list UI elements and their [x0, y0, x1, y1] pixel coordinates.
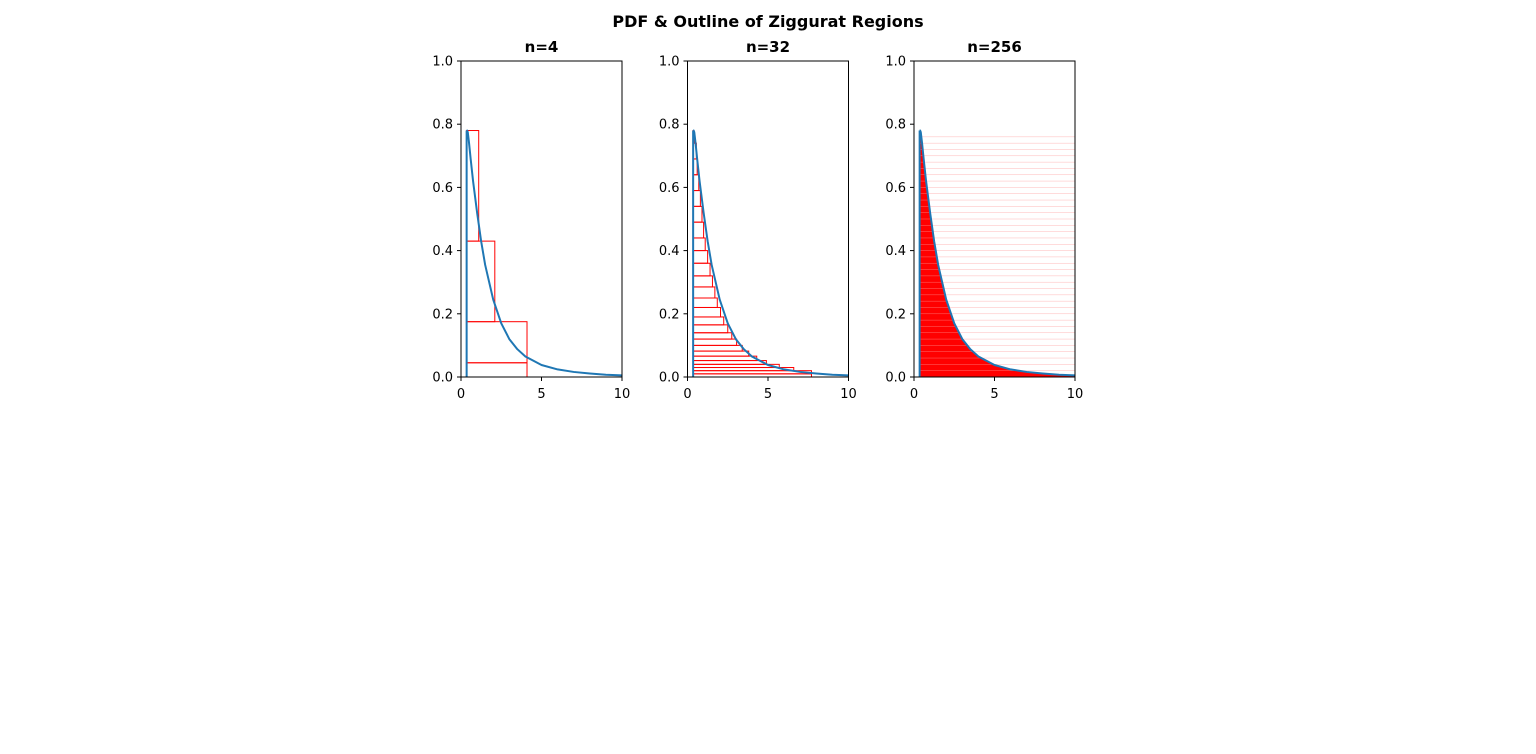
x-tick-label: 0 [457, 387, 465, 402]
region-rect [692, 350, 750, 357]
pdf-line [692, 129, 849, 377]
y-tick-label: 0.8 [885, 118, 906, 133]
x-tick-label: 10 [1067, 387, 1084, 402]
region-rect [692, 275, 713, 288]
y-tick-label: 0.0 [885, 371, 906, 386]
x-tick-label: 10 [614, 387, 631, 402]
region-rect [692, 355, 758, 362]
plot-area [465, 129, 622, 377]
panel-title: n=32 [746, 38, 790, 56]
panel-title: n=256 [967, 38, 1022, 56]
y-tick-label: 0.4 [659, 244, 680, 259]
plot-area [692, 129, 849, 377]
panel-title: n=4 [525, 38, 559, 56]
pdf-line [919, 129, 1075, 377]
y-tick-label: 0.0 [659, 371, 680, 386]
y-tick-label: 0.6 [659, 181, 680, 196]
y-tick-label: 0.0 [432, 371, 453, 386]
region-rect [692, 324, 729, 334]
y-tick-label: 0.2 [659, 307, 680, 322]
region-rect [692, 332, 733, 340]
region-rect [692, 344, 743, 352]
panel-n32: n=32 0.0 0.2 0.4 0.6 0.8 1.0 0 5 10 [659, 38, 857, 402]
y-tick-label: 0.2 [432, 307, 453, 322]
y-tick-label: 1.0 [885, 55, 906, 70]
region-rect [692, 286, 716, 299]
region-rect [466, 362, 528, 377]
y-tick-label: 0.8 [659, 118, 680, 133]
y-tick-label: 1.0 [432, 55, 453, 70]
plot-area [918, 129, 1075, 377]
y-tick-label: 0.4 [885, 244, 906, 259]
figure-title: PDF & Outline of Ziggurat Regions [612, 12, 923, 31]
x-tick-label: 0 [683, 387, 691, 402]
y-tick-label: 0.8 [432, 118, 453, 133]
x-tick-label: 5 [537, 387, 545, 402]
panel-n256: n=256 0.0 0.2 0.4 0.6 0.8 1.0 0 5 10 [885, 38, 1083, 402]
region-rect [692, 250, 709, 264]
x-tick-label: 5 [764, 387, 772, 402]
region-rect [692, 306, 722, 318]
region-rect [692, 360, 767, 365]
y-tick-label: 1.0 [659, 55, 680, 70]
region-rect [692, 297, 718, 308]
region-rect [692, 316, 725, 326]
region-rect [692, 338, 738, 346]
y-tick-label: 0.6 [432, 181, 453, 196]
pdf-line [466, 129, 622, 377]
axes-frame [460, 60, 623, 378]
region-fill [919, 130, 1075, 377]
axes-frame [687, 60, 849, 378]
y-tick-label: 0.6 [885, 181, 906, 196]
x-tick-label: 0 [910, 387, 918, 402]
region-rect [466, 321, 528, 364]
x-tick-label: 10 [840, 387, 857, 402]
panel-n4: n=4 0.0 0.2 0.4 0.6 0.8 1.0 0 5 10 [432, 38, 630, 402]
region-rect [692, 237, 706, 252]
region-rect [466, 240, 496, 323]
region-rect [692, 221, 705, 239]
y-tick-label: 0.2 [885, 307, 906, 322]
region-rect [692, 262, 711, 277]
region-rect [692, 190, 701, 207]
region-rect [692, 205, 703, 223]
y-tick-label: 0.4 [432, 244, 453, 259]
x-tick-label: 5 [990, 387, 998, 402]
